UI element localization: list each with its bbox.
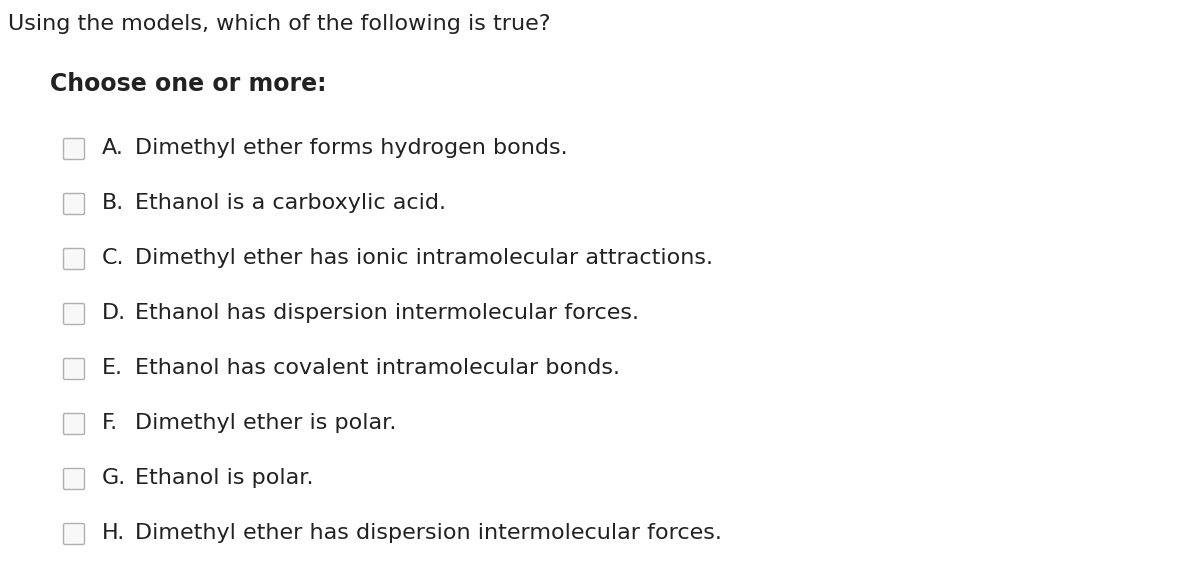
FancyBboxPatch shape [64, 249, 84, 269]
Text: Using the models, which of the following is true?: Using the models, which of the following… [8, 14, 551, 34]
Text: Choose one or more:: Choose one or more: [50, 72, 326, 96]
FancyBboxPatch shape [64, 303, 84, 325]
Text: C.: C. [102, 248, 125, 268]
Text: G.: G. [102, 468, 126, 488]
Text: Dimethyl ether forms hydrogen bonds.: Dimethyl ether forms hydrogen bonds. [134, 138, 568, 158]
Text: D.: D. [102, 303, 126, 323]
FancyBboxPatch shape [64, 193, 84, 215]
Text: H.: H. [102, 523, 125, 543]
FancyBboxPatch shape [64, 523, 84, 544]
Text: Dimethyl ether is polar.: Dimethyl ether is polar. [134, 413, 396, 433]
Text: Ethanol has covalent intramolecular bonds.: Ethanol has covalent intramolecular bond… [134, 358, 620, 378]
Text: Ethanol is a carboxylic acid.: Ethanol is a carboxylic acid. [134, 193, 446, 213]
Text: E.: E. [102, 358, 124, 378]
Text: Ethanol has dispersion intermolecular forces.: Ethanol has dispersion intermolecular fo… [134, 303, 640, 323]
Text: Ethanol is polar.: Ethanol is polar. [134, 468, 313, 488]
Text: Dimethyl ether has ionic intramolecular attractions.: Dimethyl ether has ionic intramolecular … [134, 248, 713, 268]
FancyBboxPatch shape [64, 469, 84, 489]
FancyBboxPatch shape [64, 139, 84, 159]
Text: Dimethyl ether has dispersion intermolecular forces.: Dimethyl ether has dispersion intermolec… [134, 523, 722, 543]
Text: A.: A. [102, 138, 124, 158]
Text: F.: F. [102, 413, 118, 433]
Text: B.: B. [102, 193, 125, 213]
FancyBboxPatch shape [64, 359, 84, 379]
FancyBboxPatch shape [64, 413, 84, 435]
